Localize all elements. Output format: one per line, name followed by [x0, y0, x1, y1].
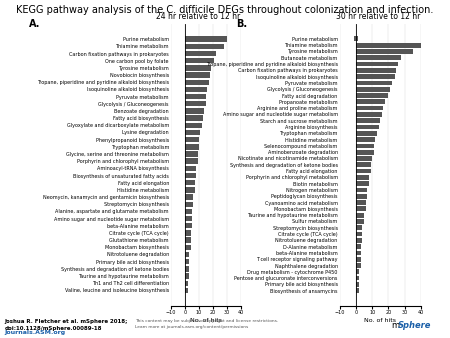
Bar	[356, 213, 364, 218]
Bar	[185, 180, 195, 186]
Bar	[185, 159, 198, 164]
Bar	[356, 163, 370, 167]
Text: KEGG pathway analysis of the C. difficile DEGs throughout colonization and infec: KEGG pathway analysis of the C. difficil…	[16, 5, 434, 15]
Bar	[356, 276, 359, 281]
Bar	[185, 230, 190, 236]
Bar	[356, 156, 372, 161]
Bar	[356, 244, 361, 249]
Bar	[185, 245, 190, 250]
X-axis label: No. of hits: No. of hits	[190, 318, 222, 323]
Bar	[356, 219, 364, 224]
Bar	[356, 232, 362, 236]
Bar	[356, 250, 361, 255]
Bar	[356, 87, 390, 92]
Bar	[185, 123, 202, 128]
Bar	[356, 263, 361, 268]
Bar	[185, 266, 189, 271]
Bar	[185, 116, 203, 121]
Bar	[185, 151, 198, 157]
Bar	[185, 72, 210, 78]
Bar	[185, 216, 192, 221]
Bar	[185, 166, 196, 171]
Bar	[185, 58, 214, 64]
Text: Joshua R. Fletcher et al. mSphere 2018;
doi:10.1128/mSphere.00089-18: Joshua R. Fletcher et al. mSphere 2018; …	[4, 319, 128, 331]
Bar	[356, 49, 413, 54]
Bar	[356, 62, 398, 66]
Text: 30 hr relative to 12 hr: 30 hr relative to 12 hr	[337, 13, 421, 22]
Bar	[356, 207, 366, 211]
Bar	[185, 281, 188, 286]
Bar	[185, 288, 188, 293]
Bar	[356, 188, 367, 192]
Bar	[185, 173, 196, 178]
Bar	[185, 194, 194, 200]
Bar	[185, 273, 189, 279]
Bar	[356, 125, 378, 129]
Bar	[185, 144, 199, 149]
Bar	[356, 112, 382, 117]
Bar	[356, 150, 374, 154]
Bar	[185, 44, 224, 49]
Bar	[185, 108, 204, 114]
Bar	[356, 282, 359, 287]
Bar	[185, 65, 212, 71]
Bar	[356, 225, 362, 230]
Bar	[356, 269, 359, 274]
Bar	[356, 257, 361, 262]
Text: Sphere: Sphere	[398, 321, 432, 330]
Bar	[356, 131, 377, 136]
Bar	[185, 252, 189, 257]
Bar	[356, 137, 375, 142]
Bar	[185, 209, 192, 214]
Bar	[356, 194, 367, 199]
Bar	[185, 87, 207, 92]
Text: This content may be subject to copyright and license restrictions.
Learn more at: This content may be subject to copyright…	[135, 319, 278, 329]
Bar	[356, 74, 395, 79]
Bar	[356, 68, 396, 73]
Bar	[185, 37, 227, 42]
Text: B.: B.	[236, 19, 248, 29]
Bar	[185, 94, 206, 99]
Bar	[185, 259, 189, 264]
Bar	[356, 93, 388, 98]
Bar	[185, 187, 195, 193]
Bar	[185, 137, 199, 142]
Bar	[185, 79, 209, 85]
X-axis label: No. of hits: No. of hits	[364, 318, 396, 323]
Bar	[356, 169, 370, 173]
Bar	[185, 101, 206, 106]
Bar	[356, 118, 380, 123]
Bar	[185, 130, 200, 135]
Bar	[356, 144, 374, 148]
Bar	[185, 237, 190, 243]
Bar	[354, 37, 356, 41]
Bar	[356, 181, 369, 186]
Bar	[356, 43, 424, 48]
Bar	[185, 51, 216, 56]
Text: m: m	[392, 321, 400, 330]
Text: Journals.ASM.org: Journals.ASM.org	[4, 330, 66, 335]
Bar	[356, 288, 359, 293]
Bar	[356, 99, 385, 104]
Bar	[356, 55, 401, 60]
Text: 24 hr relative to 12 hr: 24 hr relative to 12 hr	[157, 13, 241, 22]
Text: A.: A.	[29, 19, 40, 29]
Bar	[356, 175, 369, 180]
Bar	[356, 106, 383, 111]
Bar	[356, 200, 366, 205]
Bar	[185, 201, 194, 207]
Bar	[356, 80, 392, 85]
Bar	[356, 238, 362, 243]
Bar	[356, 37, 358, 41]
Bar	[185, 223, 192, 228]
